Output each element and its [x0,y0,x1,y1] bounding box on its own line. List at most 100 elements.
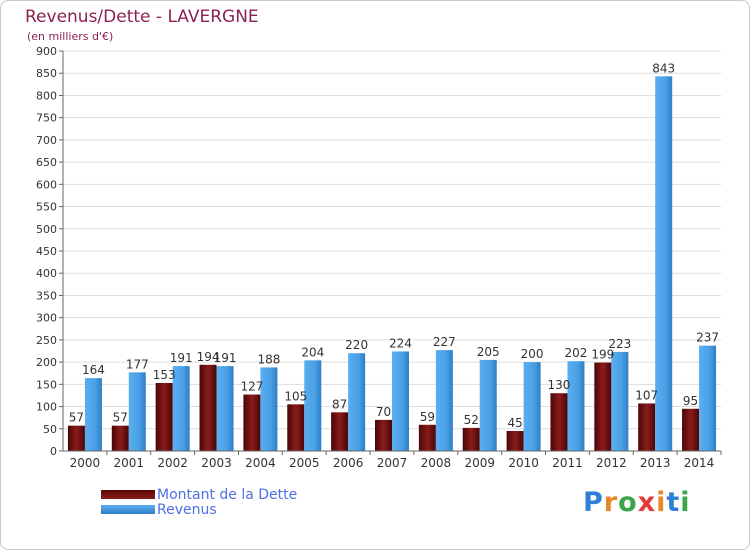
logo-letter: x [637,487,657,518]
bar-debt [638,403,656,451]
bar-debt [111,425,129,451]
data-label-debt: 87 [332,397,347,411]
bar-revenue [699,345,717,451]
bar-debt [67,425,85,451]
bar-debt [331,412,349,451]
y-tick-label: 550 [36,201,57,214]
bar-revenue [567,361,585,451]
y-tick-label: 200 [36,356,57,369]
x-tick-label: 2014 [684,456,715,470]
data-label-revenue: 227 [433,335,456,349]
data-label-debt: 45 [507,416,522,430]
y-tick-label: 800 [36,89,57,102]
bar-revenue [479,359,497,451]
x-tick-label: 2007 [377,456,408,470]
x-tick-label: 2008 [421,456,452,470]
bar-revenue [523,362,541,451]
data-label-debt: 70 [376,405,391,419]
y-tick-label: 0 [50,445,57,458]
x-tick-label: 2004 [245,456,276,470]
x-tick-label: 2001 [114,456,145,470]
y-tick-label: 850 [36,67,57,80]
data-label-revenue: 205 [477,345,500,359]
data-label-revenue: 202 [565,346,588,360]
y-tick-label: 600 [36,178,57,191]
data-label-debt: 199 [591,348,614,362]
data-label-revenue: 204 [301,345,324,359]
bar-revenue [84,378,102,451]
y-tick-label: 750 [36,112,57,125]
data-label-debt: 107 [635,388,658,402]
y-tick-label: 350 [36,289,57,302]
data-label-revenue: 188 [257,352,280,366]
bar-revenue [216,366,234,451]
logo-letter: t [666,487,681,518]
y-tick-label: 150 [36,378,57,391]
logo-letter: i [680,487,691,518]
y-tick-label: 50 [43,423,57,436]
legend-label-debt: Montant de la Dette [157,486,298,503]
bar-debt [243,394,261,451]
data-label-debt: 59 [420,410,435,424]
bar-debt [550,393,568,451]
legend-label-revenue: Revenus [157,501,217,518]
bar-revenue [128,372,146,451]
bar-debt [418,424,436,451]
data-label-debt: 194 [197,350,220,364]
x-tick-label: 2002 [157,456,188,470]
data-label-debt: 130 [548,378,571,392]
data-label-revenue: 843 [652,61,675,75]
data-label-revenue: 191 [214,351,237,365]
legend-swatch-revenue [101,505,155,514]
data-label-debt: 57 [113,411,128,425]
bar-debt [155,383,173,451]
x-tick-label: 2005 [289,456,320,470]
logo-letter: P [583,487,604,518]
data-label-revenue: 200 [521,347,544,361]
bar-revenue [304,360,322,451]
y-tick-label: 500 [36,223,57,236]
y-tick-label: 650 [36,156,57,169]
x-tick-label: 2003 [201,456,232,470]
chart-title: Revenus/Dette - LAVERGNE [25,7,259,27]
bar-debt [375,419,392,451]
data-label-revenue: 224 [389,336,412,350]
x-tick-label: 2010 [508,456,539,470]
bar-debt [462,427,480,451]
bar-debt [682,408,700,451]
data-label-revenue: 237 [696,331,719,345]
data-label-revenue: 220 [345,338,368,352]
legend-item-debt: Montant de la Dette [101,486,298,503]
bar-revenue [655,76,673,451]
chart-subtitle: (en milliers d'€) [27,30,114,43]
y-tick-label: 300 [36,312,57,325]
bar-revenue [435,350,453,451]
y-tick-label: 900 [36,45,57,58]
x-tick-label: 2009 [464,456,495,470]
data-label-debt: 57 [69,411,84,425]
data-label-debt: 105 [284,389,307,403]
data-label-debt: 52 [464,413,479,427]
x-tick-label: 2000 [70,456,101,470]
logo-letter: o [618,487,638,518]
bar-revenue [348,353,366,451]
data-label-revenue: 177 [126,357,149,371]
x-tick-label: 2013 [640,456,671,470]
x-tick-label: 2012 [596,456,627,470]
data-label-debt: 153 [153,368,176,382]
x-tick-label: 2006 [333,456,364,470]
data-label-revenue: 191 [170,351,193,365]
bar-debt [506,431,524,451]
logo-letter: i [656,487,667,518]
bar-revenue [260,367,278,451]
legend: Montant de la Dette Revenus [101,486,298,518]
proxiti-logo: Proxiti [583,487,691,518]
bar-revenue [611,351,629,451]
data-label-debt: 95 [683,394,698,408]
legend-swatch-debt [101,490,155,499]
y-tick-label: 450 [36,245,57,258]
data-label-revenue: 164 [82,363,105,377]
logo-letter: r [603,487,619,518]
